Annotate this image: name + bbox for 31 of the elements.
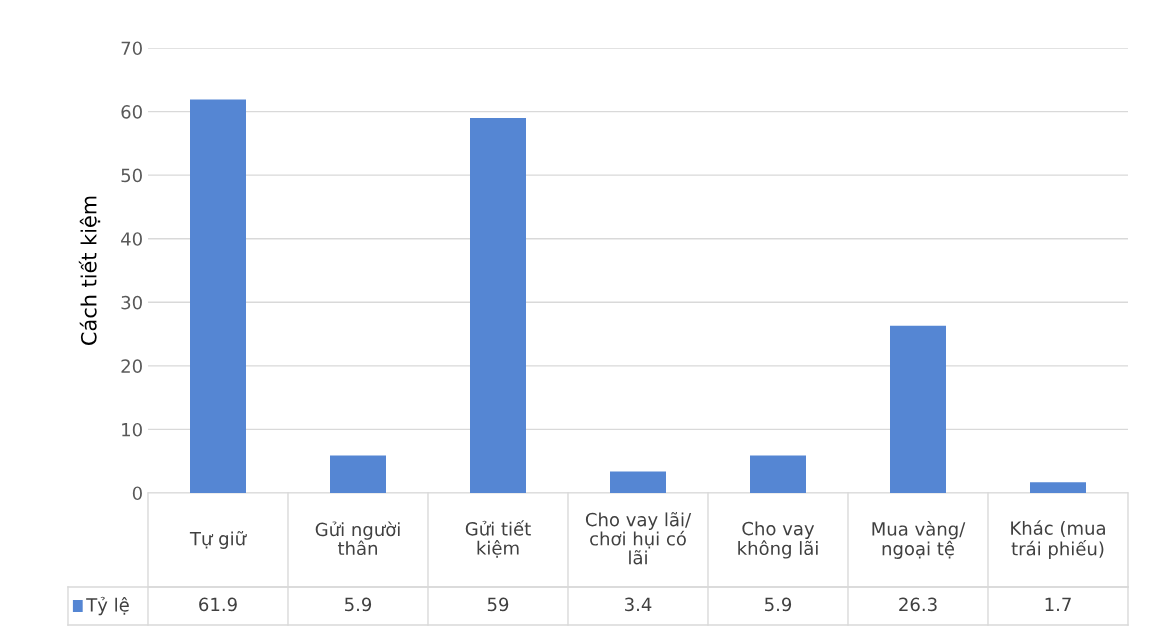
data-label: 3.4: [625, 597, 652, 612]
bar: [190, 99, 246, 493]
x-tick-label: Khác (mua trái phiếu): [1011, 520, 1105, 560]
data-label: 61.9: [199, 597, 237, 612]
bar: [1030, 482, 1086, 493]
y-tick-label: 30: [121, 295, 142, 310]
y-axis-title: Cách tiết kiệm: [78, 196, 101, 345]
y-tick-label: 70: [121, 41, 142, 56]
bar: [750, 455, 806, 493]
bar: [890, 325, 946, 493]
y-tick-label: 50: [121, 168, 142, 183]
x-tick-label: Cho vay lãi/ chơi hụi có lãi: [585, 512, 692, 565]
data-label: 1.7: [1045, 597, 1071, 611]
y-tick-label: 20: [121, 359, 142, 373]
x-tick-label: Mua vàng/ ngoại tệ: [872, 521, 966, 559]
data-label: 59: [487, 597, 509, 612]
y-tick-label: 0: [132, 486, 142, 501]
y-tick-label: 10: [122, 422, 142, 437]
x-tick-label: Gửi người thân: [315, 521, 400, 556]
bar: [330, 455, 386, 493]
data-label: 5.9: [765, 597, 792, 612]
bar: [470, 117, 526, 493]
bar: [610, 471, 666, 493]
data-label: 5.9: [345, 597, 372, 612]
data-label: 26.3: [899, 597, 937, 612]
x-tick-label: Tự giữ: [189, 531, 247, 549]
legend-label: Tỷ lệ: [86, 596, 129, 616]
x-tick-label: Gửi tiết kiệm: [465, 520, 531, 558]
y-tick-label: 40: [121, 232, 142, 246]
y-tick-label: 60: [121, 105, 142, 119]
x-tick-label: Cho vay không lãi: [738, 521, 818, 559]
